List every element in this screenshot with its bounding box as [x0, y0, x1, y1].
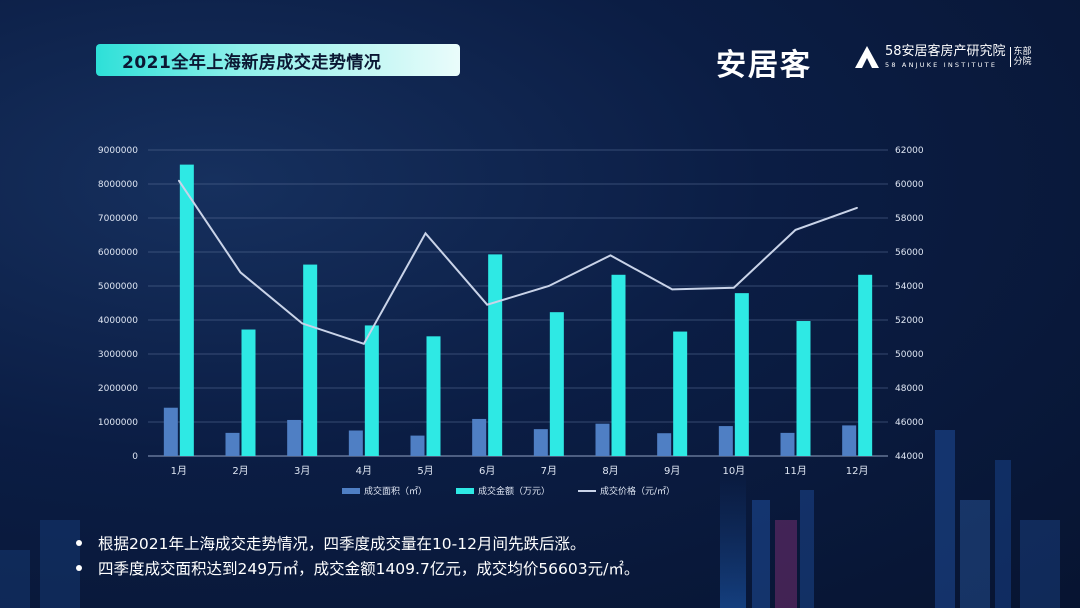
bar-area — [472, 418, 487, 456]
bar-amount — [549, 312, 564, 456]
bar-area — [410, 435, 425, 456]
bar-amount — [611, 274, 626, 456]
bar-amount — [796, 321, 811, 456]
left-tick-label: 8000000 — [98, 180, 138, 190]
institute-logo: 58安居客房产研究院 58 ANJUKE INSTITUTE 东部分院 — [854, 44, 1034, 70]
price-point — [548, 285, 550, 287]
legend-swatch — [342, 488, 360, 494]
left-tick-label: 7000000 — [98, 214, 138, 224]
chart-grid — [148, 149, 888, 457]
title-banner: 2021全年上海新房成交走势情况 — [96, 44, 460, 76]
bar-area — [163, 407, 178, 456]
price-point — [733, 286, 735, 289]
legend-label: 成交价格（元/㎡） — [600, 485, 675, 497]
left-tick-label: 1000000 — [98, 418, 138, 428]
legend-swatch — [456, 488, 474, 494]
x-tick-label: 3月 — [294, 465, 310, 477]
right-tick-label: 44000 — [895, 452, 924, 462]
left-tick-label: 5000000 — [98, 282, 138, 292]
price-point — [363, 343, 365, 345]
chart-bars — [163, 164, 873, 456]
bar-area — [780, 432, 795, 456]
left-tick-label: 0 — [132, 452, 138, 462]
left-axis-ticks: 0 1000000 2000000 3000000 4000000 5000000 6000… — [98, 146, 138, 462]
price-point — [178, 179, 180, 182]
right-axis-ticks: 44000 46000 48000 50000 52000 54000 56000 58000… — [895, 146, 924, 462]
x-tick-label: 4月 — [356, 465, 372, 477]
price-point — [486, 303, 488, 306]
right-tick-label: 46000 — [895, 418, 924, 428]
price-series-line — [178, 180, 858, 346]
institute-branch: 东部分院 — [1009, 47, 1034, 67]
x-tick-label: 8月 — [602, 465, 618, 477]
price-point — [239, 271, 242, 274]
left-tick-label: 6000000 — [98, 248, 138, 258]
bar-amount — [179, 164, 194, 456]
bar-amount — [734, 293, 749, 456]
right-tick-label: 56000 — [895, 248, 924, 258]
left-tick-label: 4000000 — [98, 316, 138, 326]
x-tick-label: 6月 — [479, 465, 495, 477]
bullet-item: 根据2021年上海成交走势情况，四季度成交量在10-12月间先跌后涨。 — [76, 530, 639, 555]
right-tick-label: 52000 — [895, 316, 924, 326]
legend-label: 成交面积（㎡） — [364, 485, 427, 497]
price-point — [856, 207, 858, 209]
bar-amount — [303, 264, 318, 456]
x-tick-label: 5月 — [417, 465, 433, 477]
right-tick-label: 50000 — [895, 350, 924, 360]
right-tick-label: 60000 — [895, 180, 924, 190]
x-tick-label: 10月 — [722, 465, 745, 477]
bullet-dot-icon — [76, 539, 82, 546]
x-tick-label: 11月 — [784, 465, 807, 477]
x-axis-ticks: 1月 2月 3月 4月 5月 6月 7月 8月 9月 10月 11月 12月 — [171, 465, 869, 477]
price-point — [671, 288, 673, 291]
right-tick-label: 48000 — [895, 384, 924, 394]
bullet-dot-icon — [76, 564, 82, 571]
bar-area — [225, 432, 240, 456]
bar-amount — [426, 336, 441, 456]
institute-name-en: 58 ANJUKE INSTITUTE — [885, 60, 998, 69]
chart-legend: 成交面积（㎡） 成交金额（万元） 成交价格（元/㎡） — [342, 485, 675, 497]
bullet-item: 四季度成交面积达到249万㎡，成交金额1409.7亿元，成交均价56603元/㎡… — [76, 555, 639, 580]
price-point — [424, 232, 427, 235]
left-tick-label: 2000000 — [98, 384, 138, 394]
right-tick-label: 54000 — [895, 282, 924, 292]
x-tick-label: 7月 — [541, 465, 557, 477]
summary-bullets: 根据2021年上海成交走势情况，四季度成交量在10-12月间先跌后涨。 四季度成… — [76, 530, 639, 580]
bar-area — [657, 433, 672, 456]
left-tick-label: 9000000 — [98, 146, 138, 156]
bullet-text: 四季度成交面积达到249万㎡，成交金额1409.7亿元，成交均价56603元/㎡… — [98, 559, 640, 578]
bar-area — [718, 426, 733, 456]
bullet-text: 根据2021年上海成交走势情况，四季度成交量在10-12月间先跌后涨。 — [98, 534, 586, 553]
x-tick-label: 1月 — [171, 465, 187, 477]
x-tick-label: 12月 — [846, 465, 869, 477]
x-tick-label: 9月 — [664, 465, 680, 477]
price-point — [794, 229, 797, 231]
bar-amount — [673, 331, 688, 456]
bar-area — [842, 425, 857, 456]
x-tick-label: 2月 — [232, 465, 248, 477]
left-tick-label: 3000000 — [98, 350, 138, 360]
bar-amount — [488, 254, 503, 456]
price-line — [178, 179, 858, 346]
price-point — [609, 254, 612, 257]
right-tick-label: 62000 — [895, 146, 924, 156]
anjuke-logo: 安居客 — [716, 48, 812, 83]
right-tick-label: 58000 — [895, 214, 924, 224]
page-title: 2021全年上海新房成交走势情况 — [122, 52, 382, 73]
bar-area — [287, 419, 302, 456]
institute-mark-icon — [855, 46, 879, 68]
price-point — [301, 322, 303, 325]
bar-amount — [858, 274, 873, 456]
bar-area — [533, 429, 548, 456]
bar-amount — [241, 329, 256, 456]
legend-label: 成交金额（万元） — [478, 485, 550, 497]
bar-area — [348, 430, 363, 456]
bar-area — [595, 423, 610, 456]
bar-amount — [364, 325, 379, 456]
institute-name-cn: 58安居客房产研究院 — [885, 43, 1006, 59]
